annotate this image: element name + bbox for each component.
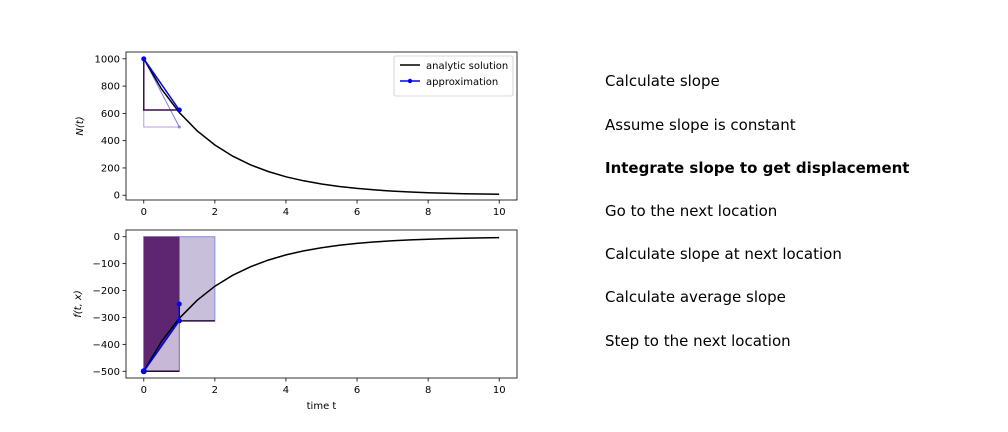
bottom-y-tick-label: 0: [114, 232, 120, 243]
top-series-point: [141, 56, 147, 62]
bottom-x-tick-label: 10: [493, 385, 506, 396]
bottom-y-axis-label: f(t, x): [73, 290, 84, 318]
top-euler-step-point: [177, 125, 181, 129]
bottom-x-tick-label: 6: [354, 385, 360, 396]
step-item: Go to the next location: [605, 202, 778, 220]
legend-marker: [407, 78, 413, 84]
top-axes-frame: [125, 51, 518, 201]
bottom-region-polygon: [143, 236, 180, 372]
bottom-y-tick-label: −400: [93, 340, 120, 351]
bottom-x-tick-label: 4: [283, 385, 289, 396]
top-y-tick-label: 1000: [95, 54, 120, 65]
top-x-tick-label: 10: [493, 207, 506, 218]
top-y-tick-label: 200: [101, 163, 120, 174]
bottom-series-point: [140, 368, 147, 375]
top-x-tick-label: 8: [425, 207, 431, 218]
top-x-tick-label: 4: [283, 207, 289, 218]
top-series-point: [176, 107, 182, 113]
bottom-axes-frame: [125, 229, 518, 379]
top-y-tick-label: 400: [101, 136, 120, 147]
step-item: Calculate slope at next location: [605, 245, 842, 263]
top-y-tick-label: 800: [101, 82, 120, 93]
top-series-analytic-solution-line: [143, 58, 500, 196]
step-item: Integrate slope to get displacement: [605, 159, 910, 177]
step-item: Calculate slope: [605, 72, 720, 90]
top-y-axis-label: N(t): [75, 116, 86, 135]
legend-entry: analytic solution: [426, 61, 508, 72]
step-item: Assume slope is constant: [605, 116, 796, 134]
step-item: Calculate average slope: [605, 288, 786, 306]
bottom-y-tick-label: −200: [93, 286, 120, 297]
bottom-series-point: [176, 301, 182, 307]
legend-entry: approximation: [426, 77, 498, 88]
step-item: Step to the next location: [605, 332, 791, 350]
top-y-tick-label: 600: [101, 109, 120, 120]
bottom-x-tick-label: 0: [141, 385, 147, 396]
bottom-y-tick-label: −100: [93, 259, 120, 270]
bottom-series-analytic-line: [143, 236, 500, 372]
bottom-x-axis-label: time t: [307, 401, 337, 412]
legend-box: [393, 55, 514, 97]
bottom-x-tick-label: 2: [212, 385, 218, 396]
top-series-approximation-line: [143, 58, 180, 111]
bottom-y-tick-label: −300: [93, 313, 120, 324]
bottom-x-tick-label: 8: [425, 385, 431, 396]
top-x-tick-label: 6: [354, 207, 360, 218]
bottom-chart: 0 2 4 6 8 10 0 −100 −200 −300 −400 −500 f(t, x) time …: [73, 229, 518, 412]
top-x-tick-label: 2: [212, 207, 218, 218]
top-x-tick-label: 0: [141, 207, 147, 218]
top-y-tick-label: 0: [114, 191, 120, 202]
top-step-triangle: [143, 58, 180, 111]
top-chart: 0 2 4 6 8 10 0 200 400 600 800 1000 N(t) analytic sol…: [75, 51, 518, 218]
bottom-series-point: [176, 318, 182, 324]
bottom-y-tick-label: −500: [93, 367, 120, 378]
bottom-region-rect: [178, 236, 216, 322]
